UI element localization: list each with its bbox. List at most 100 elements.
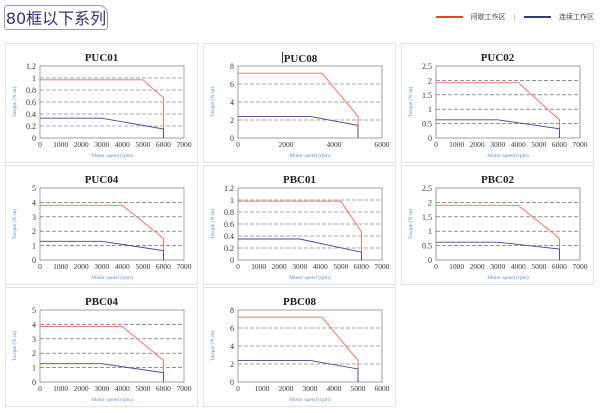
- chart-title: PBC01: [283, 174, 316, 186]
- plot-frame: [435, 187, 581, 261]
- y-tick-label: 1: [428, 227, 432, 236]
- x-tick-label: 6000: [156, 262, 171, 271]
- y-tick-label: 4: [32, 320, 36, 329]
- y-tick-label: 0: [230, 256, 234, 265]
- y-tick-label: 2: [32, 349, 36, 358]
- chart-card-pbc02: PBC02 0 0.5 1 1.5 2 2.5 0 1000 2000 3000 4000 5000 60…: [401, 165, 594, 285]
- x-tick-label: 0: [236, 262, 240, 271]
- y-tick-label: 1: [32, 364, 36, 373]
- x-tick-label: 4000: [115, 140, 130, 149]
- chart-card-puc04: PUC04 0 1 2 3 4 5 0 1000 2000 3000 4000 5000 6000 7000…: [5, 165, 198, 285]
- x-tick-label: 5000: [351, 384, 366, 393]
- x-tick-label: 5000: [333, 262, 348, 271]
- text-cursor: [281, 52, 283, 63]
- y-tick-label: 0.4: [26, 110, 36, 119]
- y-tick-label: 1: [428, 105, 432, 114]
- peak-curve: [436, 204, 560, 260]
- x-tick-label: 2000: [470, 262, 485, 271]
- x-tick-label: 7000: [573, 262, 588, 271]
- y-tick-label: 0.2: [26, 122, 36, 131]
- chart-card-puc01: PUC01 0 0.2 0.4 0.6 0.8 1 1.2 0 1000 2000 3000 4000 5…: [5, 43, 198, 163]
- x-tick-label: 2000: [74, 384, 89, 393]
- x-tick-label: 2000: [279, 384, 294, 393]
- y-tick-label: 0: [230, 378, 234, 387]
- legend: 间歇工作区 | 连续工作区: [435, 12, 594, 22]
- y-tick-label: 0: [428, 256, 432, 265]
- x-tick-label: 3000: [303, 384, 318, 393]
- y-tick-label: 0.6: [224, 220, 234, 229]
- y-tick-label: 0.5: [422, 242, 432, 251]
- y-tick-label: 4: [230, 98, 234, 107]
- x-tick-label: 0: [434, 262, 438, 271]
- x-tick-label: 1000: [251, 262, 266, 271]
- x-tick-label: 0: [38, 384, 42, 393]
- chart-title: PUC02: [480, 52, 515, 64]
- chart-plot: 0 1 2 3 4 5 0 1000 2000 3000 4000 5000 6000 7000 Motor…: [11, 306, 192, 403]
- y-axis-label: Torque (N·m): [407, 87, 414, 118]
- peak-curve: [40, 79, 164, 138]
- plot-frame: [237, 65, 383, 139]
- y-tick-label: 0: [230, 134, 234, 143]
- legend-swatch-peak: [435, 16, 463, 18]
- y-axis-label: Torque (N·m): [209, 331, 216, 362]
- chart-plot: 00.20.40.60.811.20 1000 2000 3000 4000 5000 60…: [209, 184, 390, 281]
- y-tick-label: 3: [32, 213, 36, 222]
- y-tick-label: 1: [230, 196, 234, 205]
- y-tick-label: 3: [32, 335, 36, 344]
- legend-label-continuous: 连续工作区: [559, 13, 594, 21]
- y-axis-label: Torque (N·m): [209, 209, 216, 240]
- x-tick-label: 5000: [135, 262, 150, 271]
- peak-curve: [40, 326, 164, 382]
- x-axis-label: Motor speed (rpm): [289, 396, 331, 403]
- plot-frame: [39, 309, 185, 383]
- y-tick-label: 5: [32, 306, 36, 315]
- chart-card-pbc01: PBC01 0 0.2 0.4 0.6 0.8 1 1.2 0 1000 2000 3000 4000 5…: [203, 165, 396, 285]
- x-tick-label: 4000: [313, 262, 328, 271]
- chart-plot: 0 2 4 6 8 0 2000 4000 6000 Motor speed (rpm) Torqu…: [209, 62, 390, 159]
- x-tick-label: 5000: [135, 384, 150, 393]
- x-tick-label: 2000: [272, 262, 287, 271]
- x-tick-label: 4000: [115, 384, 130, 393]
- y-tick-label: 6: [230, 80, 234, 89]
- y-tick-label: 2: [428, 76, 432, 85]
- x-tick-label: 3000: [94, 262, 109, 271]
- x-axis-label: Motor speed (rpm): [487, 152, 529, 159]
- x-axis-label: Motor speed (rpm): [91, 274, 133, 281]
- x-tick-label: 0: [38, 140, 42, 149]
- plot-frame: [39, 187, 185, 261]
- y-tick-label: 4: [32, 198, 36, 207]
- chart-plot: 0 2 4 6 8 0 1000 2000 3000 4000 5000 6000 Motor spee…: [209, 306, 390, 403]
- x-tick-label: 1000: [449, 262, 464, 271]
- y-axis-label: Torque (N·m): [11, 209, 18, 240]
- x-tick-label: 3000: [292, 262, 307, 271]
- x-tick-label: 7000: [375, 262, 390, 271]
- plot-frame: [237, 309, 383, 383]
- x-tick-label: 2000: [279, 140, 294, 149]
- y-tick-label: 2: [230, 360, 234, 369]
- legend-divider: |: [513, 13, 516, 21]
- x-tick-label: 3000: [94, 384, 109, 393]
- x-tick-label: 4000: [115, 262, 130, 271]
- x-tick-label: 5000: [531, 262, 546, 271]
- y-tick-label: 2: [32, 227, 36, 236]
- x-tick-label: 0: [236, 140, 240, 149]
- y-tick-label: 0: [32, 134, 36, 143]
- x-tick-label: 6000: [375, 384, 390, 393]
- y-tick-label: 0.2: [224, 244, 234, 253]
- y-tick-label: 1: [32, 242, 36, 251]
- x-tick-label: 2000: [74, 140, 89, 149]
- y-tick-label: 0.4: [224, 232, 234, 241]
- continuous-curve: [238, 359, 359, 382]
- chart-title-text: PUC08: [283, 53, 318, 65]
- chart-title: PUC04: [84, 174, 119, 186]
- x-tick-label: 0: [434, 140, 438, 149]
- x-tick-label: 4000: [511, 140, 526, 149]
- x-axis-label: Motor speed (rpm): [91, 152, 133, 159]
- y-tick-label: 2.5: [422, 184, 432, 193]
- y-tick-label: 2.5: [422, 62, 432, 71]
- x-axis-label: Motor speed (rpm): [289, 274, 331, 281]
- y-tick-label: 5: [32, 184, 36, 193]
- x-axis-label: Motor speed (rpm): [289, 152, 331, 159]
- x-tick-label: 6000: [354, 262, 369, 271]
- y-tick-label: 4: [230, 342, 234, 351]
